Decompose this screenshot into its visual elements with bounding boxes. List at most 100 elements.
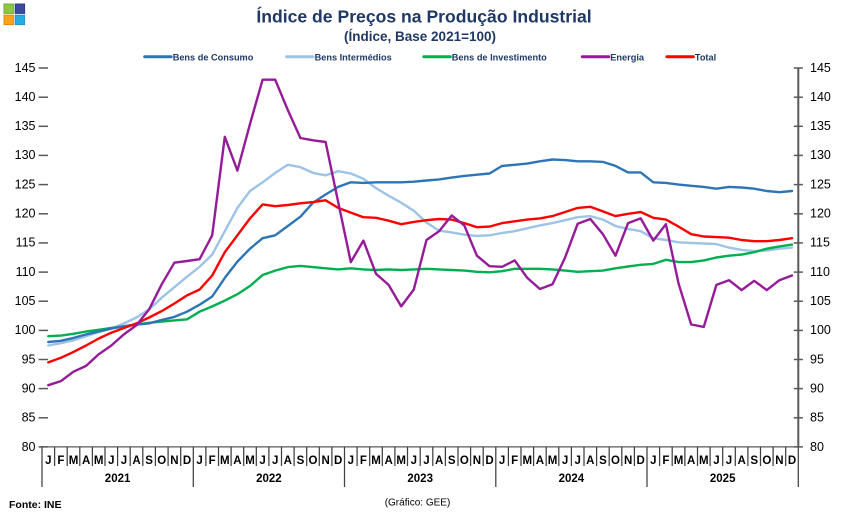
svg-text:125: 125 — [15, 177, 36, 191]
svg-text:85: 85 — [22, 411, 36, 425]
svg-text:D: D — [334, 455, 342, 467]
svg-text:85: 85 — [810, 411, 824, 425]
svg-text:D: D — [183, 455, 191, 467]
svg-text:M: M — [699, 455, 709, 467]
svg-text:A: A — [687, 455, 695, 467]
svg-text:140: 140 — [15, 90, 36, 104]
svg-text:A: A — [132, 455, 140, 467]
svg-text:120: 120 — [15, 207, 36, 221]
svg-text:O: O — [309, 455, 318, 467]
svg-text:Energia: Energia — [610, 53, 645, 63]
svg-text:F: F — [511, 455, 518, 467]
svg-text:S: S — [448, 455, 456, 467]
svg-text:80: 80 — [810, 440, 824, 454]
svg-text:2025: 2025 — [710, 473, 736, 485]
svg-text:2022: 2022 — [256, 473, 282, 485]
svg-text:140: 140 — [810, 90, 831, 104]
svg-text:110: 110 — [810, 265, 830, 279]
svg-text:120: 120 — [810, 207, 831, 221]
svg-text:J: J — [196, 455, 202, 467]
svg-text:(Gráfico: GEE): (Gráfico: GEE) — [385, 498, 451, 509]
svg-text:125: 125 — [810, 177, 831, 191]
svg-text:D: D — [788, 455, 796, 467]
svg-text:J: J — [411, 455, 417, 467]
svg-text:115: 115 — [16, 236, 36, 250]
svg-text:130: 130 — [15, 148, 36, 162]
svg-text:N: N — [775, 455, 783, 467]
svg-text:A: A — [82, 455, 90, 467]
svg-text:95: 95 — [22, 352, 36, 366]
svg-text:M: M — [371, 455, 381, 467]
svg-text:90: 90 — [22, 381, 36, 395]
svg-text:J: J — [726, 455, 732, 467]
svg-text:J: J — [562, 455, 568, 467]
svg-text:A: A — [384, 455, 392, 467]
svg-text:A: A — [435, 455, 443, 467]
svg-text:(Índice, Base 2021=100): (Índice, Base 2021=100) — [344, 29, 496, 44]
svg-text:Bens Intermédios: Bens Intermédios — [315, 53, 392, 63]
svg-text:2021: 2021 — [105, 473, 131, 485]
svg-text:O: O — [157, 455, 166, 467]
svg-text:A: A — [233, 455, 241, 467]
svg-text:100: 100 — [810, 323, 831, 337]
svg-text:J: J — [650, 455, 656, 467]
svg-text:M: M — [220, 455, 230, 467]
svg-text:Bens de Investimento: Bens de Investimento — [452, 53, 547, 63]
svg-text:90: 90 — [810, 381, 824, 395]
svg-text:130: 130 — [810, 148, 831, 162]
svg-text:100: 100 — [15, 323, 36, 337]
svg-text:105: 105 — [15, 294, 36, 308]
svg-text:S: S — [750, 455, 758, 467]
svg-text:M: M — [69, 455, 79, 467]
svg-text:A: A — [737, 455, 745, 467]
svg-text:S: S — [599, 455, 607, 467]
svg-text:115: 115 — [810, 236, 830, 250]
svg-text:Total: Total — [695, 53, 716, 63]
svg-text:O: O — [762, 455, 771, 467]
svg-text:F: F — [209, 455, 216, 467]
svg-text:J: J — [423, 455, 429, 467]
svg-text:110: 110 — [16, 265, 36, 279]
svg-text:80: 80 — [22, 440, 36, 454]
svg-text:M: M — [94, 455, 104, 467]
svg-text:2023: 2023 — [407, 473, 433, 485]
svg-text:N: N — [473, 455, 481, 467]
svg-text:A: A — [536, 455, 544, 467]
svg-text:Bens de Consumo: Bens de Consumo — [173, 53, 254, 63]
svg-text:O: O — [460, 455, 469, 467]
svg-text:S: S — [145, 455, 153, 467]
svg-text:M: M — [523, 455, 533, 467]
svg-text:F: F — [57, 455, 64, 467]
svg-text:O: O — [611, 455, 620, 467]
svg-text:A: A — [586, 455, 594, 467]
svg-text:S: S — [297, 455, 305, 467]
svg-text:N: N — [624, 455, 632, 467]
svg-text:Índice de Preços na Produção I: Índice de Preços na Produção Industrial — [256, 5, 591, 26]
svg-text:J: J — [108, 455, 114, 467]
svg-text:N: N — [170, 455, 178, 467]
svg-text:D: D — [637, 455, 645, 467]
svg-text:95: 95 — [810, 352, 824, 366]
svg-text:135: 135 — [810, 119, 831, 133]
svg-text:Fonte: INE: Fonte: INE — [9, 499, 62, 511]
svg-text:145: 145 — [810, 61, 831, 75]
svg-text:D: D — [485, 455, 493, 467]
svg-text:J: J — [121, 455, 127, 467]
svg-text:M: M — [245, 455, 255, 467]
svg-text:M: M — [548, 455, 558, 467]
svg-text:105: 105 — [810, 294, 831, 308]
svg-text:A: A — [284, 455, 292, 467]
svg-text:J: J — [713, 455, 719, 467]
svg-text:M: M — [396, 455, 406, 467]
svg-text:J: J — [272, 455, 278, 467]
svg-text:F: F — [662, 455, 669, 467]
svg-text:J: J — [45, 455, 51, 467]
svg-text:J: J — [574, 455, 580, 467]
svg-text:M: M — [674, 455, 684, 467]
svg-text:J: J — [259, 455, 265, 467]
svg-text:135: 135 — [15, 119, 36, 133]
svg-text:145: 145 — [15, 61, 36, 75]
svg-text:N: N — [321, 455, 329, 467]
svg-text:J: J — [499, 455, 505, 467]
svg-text:J: J — [348, 455, 354, 467]
